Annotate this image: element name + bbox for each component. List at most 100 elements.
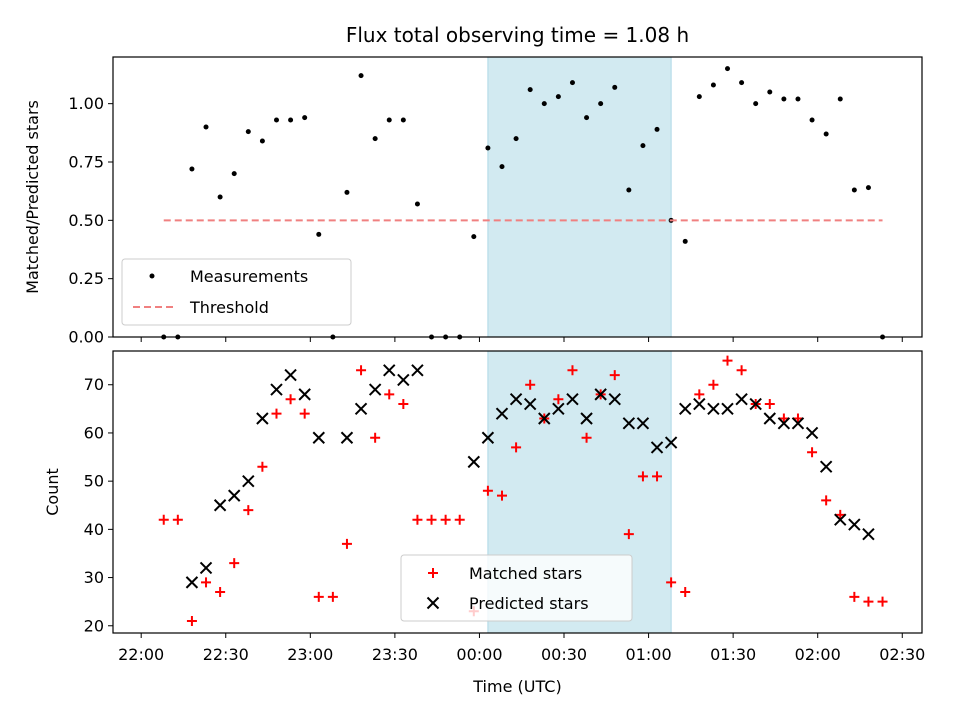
measurement-point [316,231,322,237]
matched-star-point [384,389,395,400]
y-tick-label: 60 [84,423,104,442]
measurement-point [344,189,350,195]
predicted-star-point [383,364,396,377]
measurement-point [612,84,618,90]
predicted-star-point [693,397,706,411]
predicted-star-point [495,407,509,420]
matched-star-point [863,596,874,607]
x-tick-label: 00:30 [541,645,587,664]
predicted-star-point [636,417,650,430]
bottom-y-ticks: 20 30 40 50 60 70 [84,375,113,635]
matched-star-point [313,591,324,602]
measurement-point [485,145,491,151]
legend-cross-glyph [426,596,440,610]
matched-star-point [271,408,282,419]
y-tick-label: 0.00 [68,328,104,347]
predicted-star-point [312,431,325,444]
matched-star-point [525,379,536,390]
predicted-star-point [411,364,424,377]
matched-star-point [243,505,254,516]
legend-measurements-label: Measurements [190,267,308,286]
matched-star-point [370,432,381,443]
predicted-star-point [707,402,720,416]
predicted-stars-points [185,364,875,589]
predicted-star-point [834,513,847,526]
x-tick-label: 22:30 [203,645,249,664]
matched-star-point [694,389,705,400]
predicted-star-point [467,455,481,469]
predicted-star-point [228,489,241,502]
matched-star-point [652,471,663,482]
top-y-axis-label: Matched/Predicted stars [23,100,42,294]
matched-star-point [229,558,240,569]
matched-star-point [792,413,803,424]
legend-threshold-label: Threshold [189,298,269,317]
predicted-star-point [523,397,537,411]
matched-star-point [285,394,296,405]
measurement-point [386,117,392,123]
legend-plus-glyph [428,568,438,578]
bottom-x-ticks: 22:00 22:30 23:00 23:30 00:00 00:30 01:00 01:30… [118,633,925,664]
predicted-star-point [481,431,495,444]
x-tick-label: 23:30 [372,645,418,664]
measurement-point [499,164,505,170]
predicted-star-point [650,441,664,454]
measurement-point [739,80,745,86]
measurement-point [809,117,815,123]
matched-star-point [186,615,197,626]
y-tick-label: 1.00 [68,94,104,113]
matched-star-point [637,471,648,482]
matched-star-point [158,514,169,525]
predicted-star-point [256,412,269,425]
legend-matched-label: Matched stars [469,564,582,583]
measurement-point [288,117,294,123]
chart-title: Flux total observing time = 1.08 h [346,23,689,47]
predicted-star-point [397,373,410,387]
matched-star-point [426,514,437,525]
predicted-star-point [791,417,805,430]
predicted-star-point [580,412,593,425]
top-y-ticks: 0.00 0.25 0.50 0.75 1.00 [68,94,113,347]
matched-star-point [440,514,451,525]
measurement-point [302,115,308,121]
top-axes-frame [112,56,923,338]
top-x-ticks [140,337,903,342]
predicted-star-point [199,561,213,575]
predicted-star-point [185,576,199,589]
legend-measurements-marker [149,273,155,279]
matched-star-point [327,591,338,602]
measurement-point [865,185,871,191]
y-tick-label: 40 [84,520,104,539]
y-tick-label: 50 [84,472,104,491]
predicted-star-point [805,426,819,440]
matched-star-point [215,587,226,598]
measurement-point [471,234,477,240]
measurement-point [682,238,688,244]
matched-star-point [581,432,592,443]
measurement-point [767,89,773,95]
predicted-star-point [213,499,227,512]
measurement-point [795,96,801,102]
measurement-point [654,126,660,132]
predicted-star-point [862,527,875,541]
measurement-point [189,166,195,172]
predicted-star-point [354,402,368,416]
x-tick-label: 23:00 [287,645,333,664]
predicted-star-point [552,402,565,416]
matched-star-point [356,365,367,376]
predicted-star-point [566,392,579,406]
measurement-point [696,94,702,100]
bottom-legend-box [400,554,633,622]
matched-star-point [299,408,310,419]
y-tick-label: 20 [84,616,104,635]
x-tick-label: 01:00 [626,645,672,664]
matched-star-point [257,461,268,472]
matched-star-point [849,591,860,602]
matched-star-point [482,485,493,496]
matched-star-point [778,413,789,424]
top-legend: Measurements Threshold [121,258,352,326]
matched-star-point [666,577,677,588]
measurement-point [400,117,406,123]
x-axis-label: Time (UTC) [472,677,561,696]
